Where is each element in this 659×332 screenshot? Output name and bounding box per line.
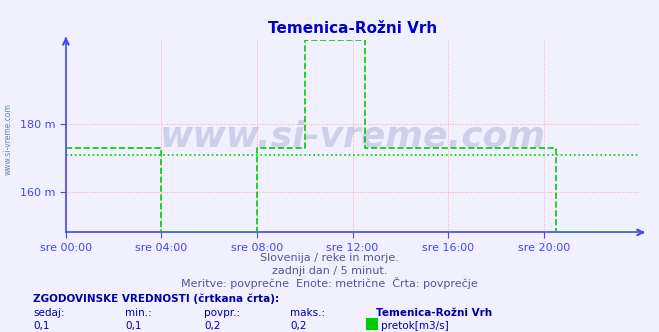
Text: 0,1: 0,1 (125, 321, 142, 331)
Text: www.si-vreme.com: www.si-vreme.com (159, 119, 546, 153)
Text: zadnji dan / 5 minut.: zadnji dan / 5 minut. (272, 266, 387, 276)
Text: maks.:: maks.: (290, 308, 325, 318)
Text: ZGODOVINSKE VREDNOSTI (črtkana črta):: ZGODOVINSKE VREDNOSTI (črtkana črta): (33, 293, 279, 304)
Text: povpr.:: povpr.: (204, 308, 241, 318)
Text: sedaj:: sedaj: (33, 308, 65, 318)
Text: 0,1: 0,1 (33, 321, 49, 331)
Text: Meritve: povprečne  Enote: metrične  Črta: povprečje: Meritve: povprečne Enote: metrične Črta:… (181, 277, 478, 289)
Text: Slovenija / reke in morje.: Slovenija / reke in morje. (260, 253, 399, 263)
Text: pretok[m3/s]: pretok[m3/s] (381, 321, 449, 331)
Title: Temenica-Rožni Vrh: Temenica-Rožni Vrh (268, 21, 437, 36)
Text: 0,2: 0,2 (290, 321, 306, 331)
Text: Temenica-Rožni Vrh: Temenica-Rožni Vrh (376, 308, 492, 318)
Text: 0,2: 0,2 (204, 321, 221, 331)
Text: min.:: min.: (125, 308, 152, 318)
Text: www.si-vreme.com: www.si-vreme.com (4, 104, 13, 175)
